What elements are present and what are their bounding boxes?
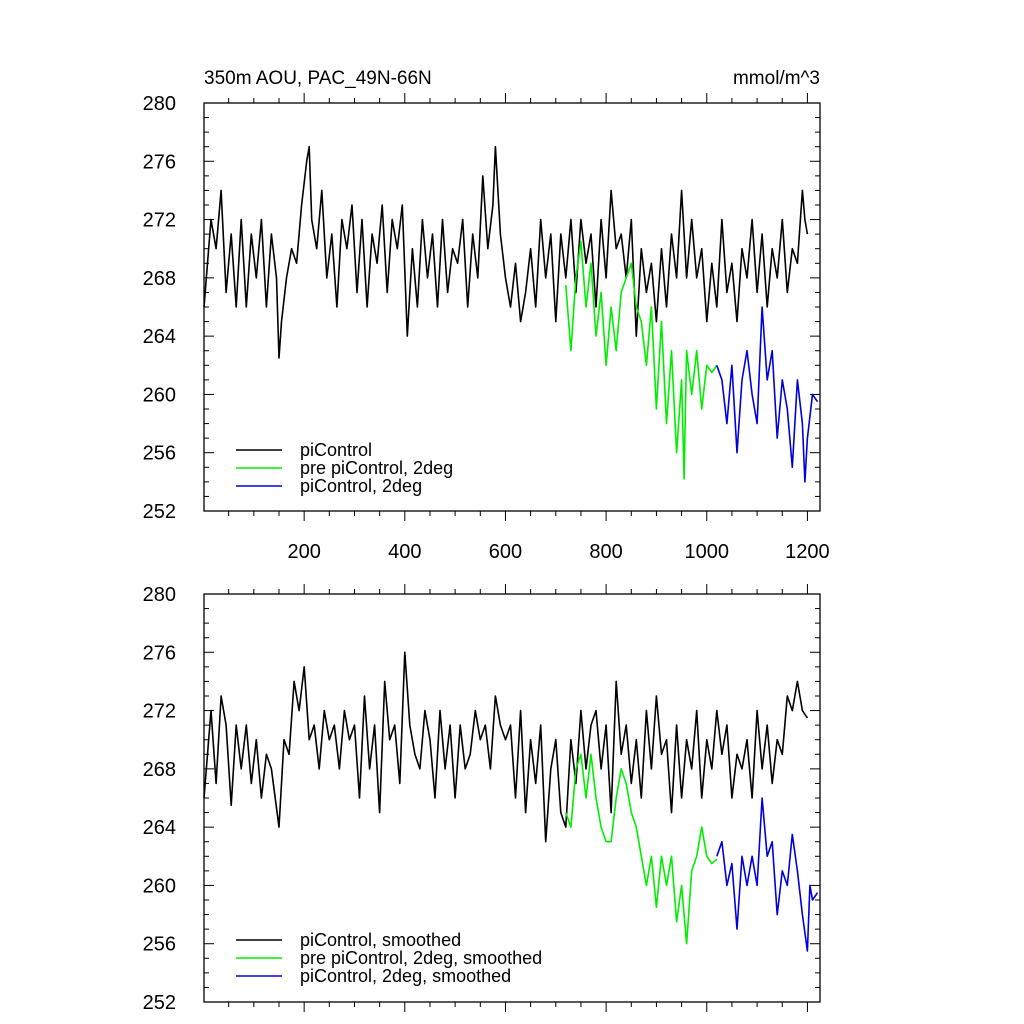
y-tick-label: 268 <box>143 759 176 781</box>
y-tick-label: 276 <box>143 151 176 173</box>
x-tick-label: 1200 <box>785 541 830 563</box>
x-tick-label: 400 <box>388 541 421 563</box>
top-y-tick-labels: 252 256 260 264 268 272 276 280 <box>143 93 176 523</box>
bottom-panel: 252 256 260 264 268 272 276 280 piControl, smoo… <box>143 584 821 1014</box>
y-tick-label: 260 <box>143 384 176 406</box>
legend-label: piControl <box>300 440 372 460</box>
bottom-plot-frame <box>203 593 821 1003</box>
legend-label: pre piControl, 2deg, smoothed <box>300 948 542 968</box>
y-tick-label: 264 <box>143 326 176 348</box>
series-line <box>203 145 809 359</box>
y-tick-label: 256 <box>143 934 176 956</box>
top-panel: 350m AOU, PAC_49N-66N mmol/m^3 252 256 260… <box>143 68 830 563</box>
y-tick-label: 252 <box>143 501 176 523</box>
y-tick-label: 272 <box>143 210 176 232</box>
y-tick-label: 272 <box>143 701 176 723</box>
y-tick-label: 264 <box>143 817 176 839</box>
top-plot-units: mmol/m^3 <box>733 68 820 89</box>
x-tick-label: 800 <box>589 541 622 563</box>
y-tick-label: 280 <box>143 93 176 115</box>
series-line <box>565 240 718 480</box>
y-tick-label: 256 <box>143 443 176 465</box>
y-tick-label: 260 <box>143 875 176 897</box>
x-tick-label: 1000 <box>685 541 730 563</box>
bottom-axis-ticks <box>204 584 820 1012</box>
bottom-series-lines <box>203 651 819 952</box>
top-plot-frame <box>203 102 821 512</box>
legend-label: piControl, 2deg, smoothed <box>300 966 511 986</box>
y-tick-label: 280 <box>143 584 176 606</box>
top-axis-ticks <box>204 93 820 521</box>
bottom-y-tick-labels: 252 256 260 264 268 272 276 280 <box>143 584 176 1014</box>
series-line <box>716 797 819 952</box>
series-line <box>565 753 718 945</box>
y-tick-label: 268 <box>143 268 176 290</box>
series-line <box>203 651 809 843</box>
x-tick-label: 600 <box>489 541 522 563</box>
series-line <box>716 306 819 483</box>
legend-label: piControl, 2deg <box>300 476 422 496</box>
y-tick-label: 252 <box>143 992 176 1014</box>
top-x-tick-labels: 200 400 600 800 1000 1200 <box>287 541 829 563</box>
legend-label: pre piControl, 2deg <box>300 458 453 478</box>
top-plot-title: 350m AOU, PAC_49N-66N <box>204 68 432 89</box>
x-tick-label: 200 <box>287 541 320 563</box>
top-series-lines <box>203 145 819 483</box>
y-tick-label: 276 <box>143 642 176 664</box>
legend-label: piControl, smoothed <box>300 930 461 950</box>
